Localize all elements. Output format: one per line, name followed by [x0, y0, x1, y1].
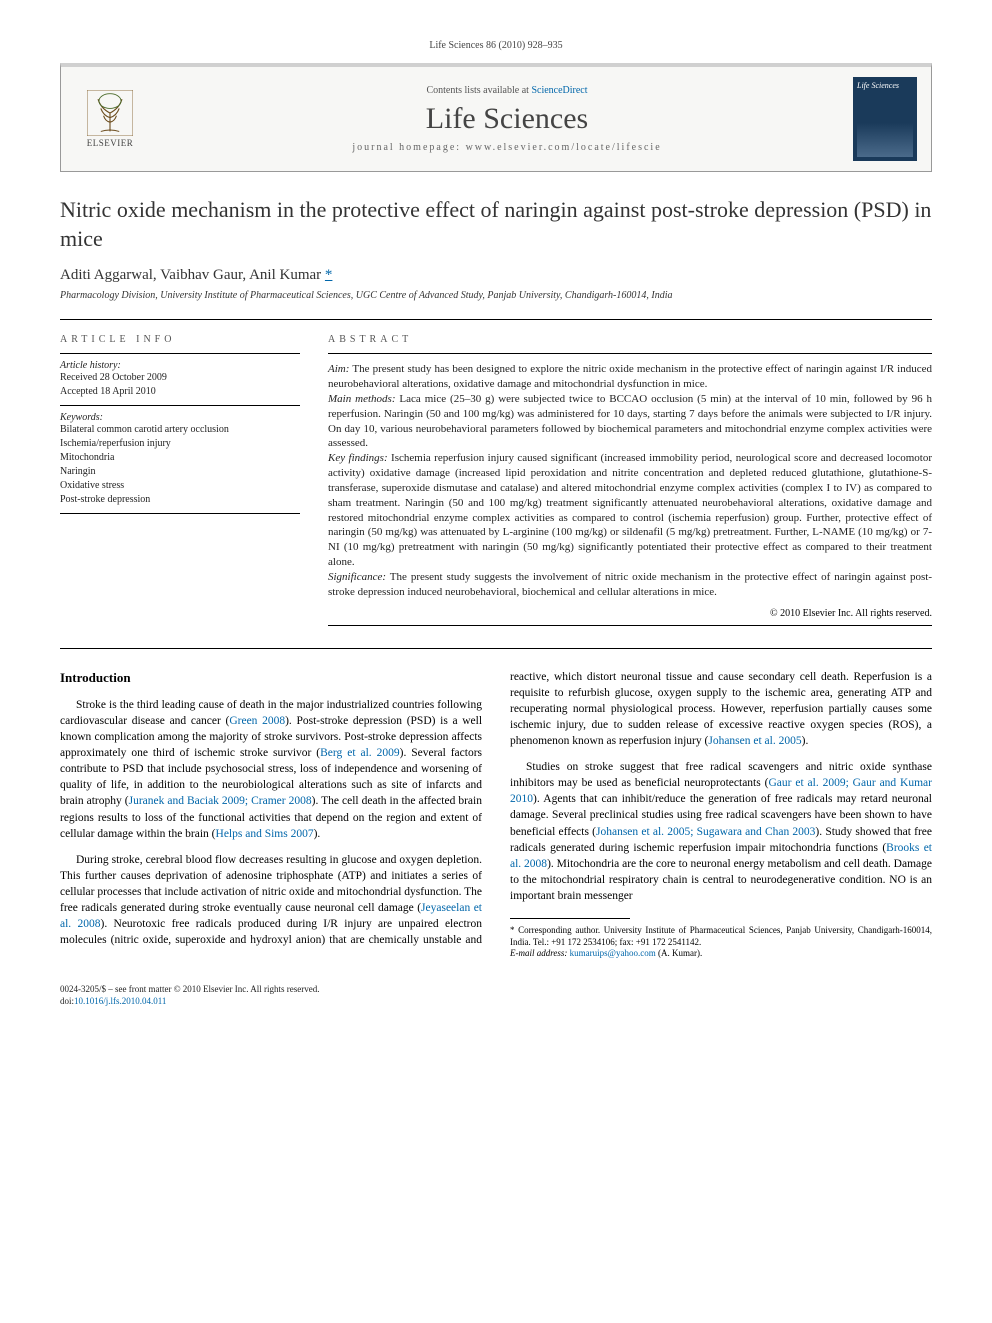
abstract-copyright: © 2010 Elsevier Inc. All rights reserved… [328, 608, 932, 619]
title-block: Nitric oxide mechanism in the protective… [60, 196, 932, 301]
contents-lists-line: Contents lists available at ScienceDirec… [161, 85, 853, 96]
article-info-column: article info Article history: Received 2… [60, 334, 300, 626]
issn-line: 0024-3205/$ – see front matter © 2010 El… [60, 984, 320, 996]
journal-name: Life Sciences [161, 102, 853, 136]
abstract-column: abstract Aim: The present study has been… [328, 334, 932, 626]
key-findings-text: Ischemia reperfusion injury caused signi… [328, 452, 932, 568]
citation-link[interactable]: Juranek and Baciak 2009; Cramer 2008 [129, 795, 312, 807]
keyword-item: Mitochondria [60, 451, 300, 465]
significance-text: The present study suggests the involveme… [328, 571, 932, 598]
cover-title: Life Sciences [857, 81, 913, 90]
journal-cover-thumb: Life Sciences [853, 77, 917, 161]
abstract-text: Aim: The present study has been designed… [328, 362, 932, 600]
abstract-heading: abstract [328, 334, 932, 345]
keyword-item: Bilateral common carotid artery occlusio… [60, 423, 300, 437]
header-center: Contents lists available at ScienceDirec… [161, 85, 853, 153]
contents-prefix: Contents lists available at [426, 85, 531, 96]
significance-label: Significance: [328, 571, 386, 583]
body-paragraph: Studies on stroke suggest that free radi… [510, 759, 932, 904]
main-methods-text: Laca mice (25–30 g) were subjected twice… [328, 393, 932, 450]
corresponding-author-mark[interactable]: * [325, 267, 333, 283]
body-text: ). Mitochondria are the core to neuronal… [510, 858, 932, 902]
body-text: ). [802, 735, 809, 747]
keyword-item: Naringin [60, 465, 300, 479]
body-columns: Introduction Stroke is the third leading… [60, 669, 932, 960]
keywords-label: Keywords: [60, 412, 300, 423]
article-title: Nitric oxide mechanism in the protective… [60, 196, 932, 253]
publisher-logo: ELSEVIER [75, 84, 145, 154]
info-abstract-row: article info Article history: Received 2… [60, 334, 932, 626]
authors-line: Aditi Aggarwal, Vaibhav Gaur, Anil Kumar… [60, 267, 932, 284]
email-label: E-mail address: [510, 948, 570, 958]
body-text: During stroke, cerebral blood flow decre… [60, 854, 482, 914]
author-names: Aditi Aggarwal, Vaibhav Gaur, Anil Kumar [60, 267, 325, 283]
history-label: Article history: [60, 360, 300, 371]
footer-left: 0024-3205/$ – see front matter © 2010 El… [60, 984, 320, 1007]
homepage-prefix: journal homepage: [352, 142, 465, 153]
publisher-name: ELSEVIER [87, 138, 134, 148]
email-link[interactable]: kumaruips@yahoo.com [570, 948, 656, 958]
doi-label: doi: [60, 996, 74, 1006]
citation-link[interactable]: Green 2008 [229, 715, 285, 727]
keyword-item: Oxidative stress [60, 479, 300, 493]
email-attribution: (A. Kumar). [656, 948, 703, 958]
homepage-url: www.elsevier.com/locate/lifescie [466, 142, 662, 153]
doi-link[interactable]: 10.1016/j.lfs.2010.04.011 [74, 996, 166, 1006]
divider [60, 319, 932, 320]
sciencedirect-link[interactable]: ScienceDirect [531, 85, 587, 96]
divider [60, 648, 932, 649]
citation-link[interactable]: Johansen et al. 2005; Sugawara and Chan … [596, 826, 815, 838]
footnote-separator [510, 918, 630, 919]
aim-text: The present study has been designed to e… [328, 363, 932, 390]
citation-link[interactable]: Berg et al. 2009 [320, 747, 399, 759]
page-footer: 0024-3205/$ – see front matter © 2010 El… [60, 984, 932, 1007]
elsevier-logo-icon [87, 90, 133, 136]
citation-link[interactable]: Helps and Sims 2007 [216, 828, 314, 840]
key-findings-label: Key findings: [328, 452, 388, 464]
keyword-item: Ischemia/reperfusion injury [60, 437, 300, 451]
received-date: Received 28 October 2009 [60, 371, 300, 385]
homepage-line: journal homepage: www.elsevier.com/locat… [161, 142, 853, 153]
keyword-item: Post-stroke depression [60, 493, 300, 507]
affiliation: Pharmacology Division, University Instit… [60, 290, 932, 301]
introduction-heading: Introduction [60, 669, 482, 687]
footnote-label: * Corresponding author. [510, 925, 604, 935]
journal-header: ELSEVIER Contents lists available at Sci… [60, 63, 932, 172]
aim-label: Aim: [328, 363, 349, 375]
body-text: ). [314, 828, 321, 840]
accepted-date: Accepted 18 April 2010 [60, 385, 300, 399]
header-citation: Life Sciences 86 (2010) 928–935 [60, 40, 932, 51]
article-info-heading: article info [60, 334, 300, 345]
body-paragraph: Stroke is the third leading cause of dea… [60, 697, 482, 842]
main-methods-label: Main methods: [328, 393, 395, 405]
citation-link[interactable]: Johansen et al. 2005 [708, 735, 801, 747]
corresponding-author-footnote: * Corresponding author. University Insti… [510, 925, 932, 960]
